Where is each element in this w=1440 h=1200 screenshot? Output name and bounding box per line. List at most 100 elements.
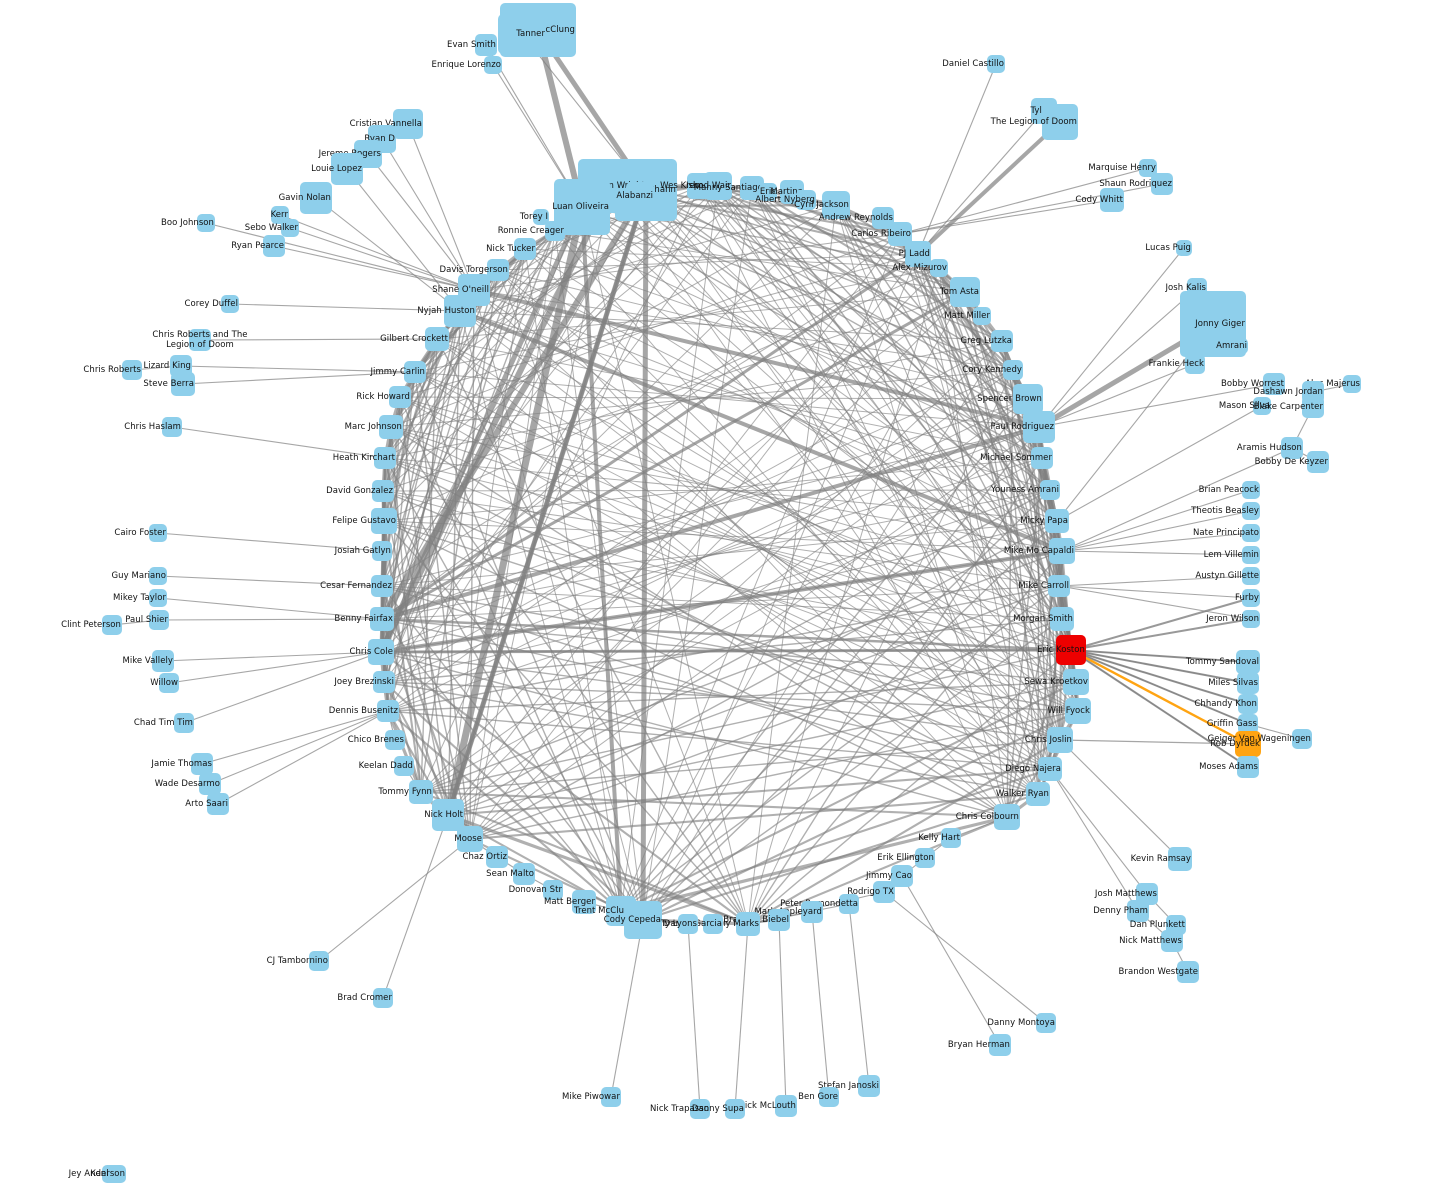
graph-node[interactable] <box>1238 694 1258 714</box>
graph-node[interactable] <box>1281 437 1303 459</box>
graph-node[interactable] <box>930 259 948 277</box>
graph-node[interactable] <box>736 912 760 936</box>
graph-node[interactable] <box>457 826 483 852</box>
graph-node[interactable] <box>1031 447 1053 469</box>
graph-node[interactable] <box>991 330 1013 352</box>
graph-node[interactable] <box>1045 509 1069 533</box>
graph-node[interactable] <box>152 650 174 672</box>
graph-node[interactable] <box>819 1087 839 1107</box>
graph-node[interactable] <box>624 901 662 939</box>
graph-node[interactable] <box>379 415 403 439</box>
graph-node[interactable] <box>905 241 931 267</box>
graph-node[interactable] <box>171 372 195 396</box>
graph-node[interactable] <box>1050 607 1074 631</box>
graph-node[interactable] <box>725 1099 745 1119</box>
graph-node[interactable] <box>1026 782 1050 806</box>
graph-node[interactable] <box>572 890 596 914</box>
graph-node[interactable] <box>1238 714 1258 734</box>
graph-node[interactable] <box>1047 727 1073 753</box>
graph-node[interactable] <box>1100 188 1124 212</box>
graph-node[interactable] <box>1263 373 1285 395</box>
graph-node[interactable] <box>385 730 405 750</box>
graph-node[interactable] <box>801 901 823 923</box>
graph-node[interactable] <box>1237 672 1259 694</box>
graph-node[interactable] <box>1242 610 1260 628</box>
graph-node[interactable] <box>1236 650 1260 674</box>
graph-node[interactable] <box>444 295 476 327</box>
graph-node[interactable] <box>678 914 698 934</box>
graph-node[interactable] <box>973 307 991 325</box>
graph-node[interactable] <box>989 1034 1011 1056</box>
graph-node[interactable] <box>197 214 215 232</box>
graph-node[interactable] <box>950 277 980 307</box>
graph-node[interactable] <box>1038 757 1062 781</box>
graph-node[interactable] <box>994 804 1020 830</box>
graph-node[interactable] <box>1065 698 1091 724</box>
graph-node[interactable] <box>373 671 395 693</box>
graph-node[interactable] <box>513 863 535 885</box>
graph-node[interactable] <box>149 589 167 607</box>
graph-node[interactable] <box>373 988 393 1008</box>
graph-node[interactable] <box>1343 375 1361 393</box>
graph-node[interactable] <box>768 909 790 931</box>
graph-node[interactable] <box>601 1087 621 1107</box>
graph-node[interactable] <box>189 329 211 351</box>
graph-node[interactable] <box>1063 669 1089 695</box>
graph-node[interactable] <box>1040 480 1060 500</box>
graph-node[interactable] <box>1177 961 1199 983</box>
graph-node[interactable] <box>170 355 192 377</box>
graph-node[interactable] <box>703 914 723 934</box>
graph-node[interactable] <box>498 14 546 54</box>
graph-node[interactable] <box>159 673 179 693</box>
graph-node[interactable] <box>393 109 423 139</box>
graph-node[interactable] <box>891 865 913 887</box>
graph-node[interactable] <box>149 610 169 630</box>
graph-node[interactable] <box>533 209 549 225</box>
graph-node[interactable] <box>207 793 229 815</box>
graph-node[interactable] <box>1292 729 1312 749</box>
graph-node[interactable] <box>704 172 732 200</box>
graph-node[interactable] <box>281 219 299 237</box>
graph-node[interactable] <box>822 191 850 219</box>
graph-node[interactable] <box>1036 1013 1056 1033</box>
graph-node[interactable] <box>1307 451 1329 473</box>
graph-node[interactable] <box>626 182 654 210</box>
graph-node[interactable] <box>1049 538 1075 564</box>
graph-node[interactable] <box>372 480 394 502</box>
graph-node[interactable] <box>545 221 565 241</box>
graph-node[interactable] <box>873 881 895 903</box>
graph-node[interactable] <box>1168 847 1192 871</box>
graph-node[interactable] <box>368 639 394 665</box>
graph-node[interactable] <box>1127 900 1149 922</box>
graph-node[interactable] <box>915 848 935 868</box>
graph-node[interactable] <box>1242 567 1260 585</box>
graph-node[interactable] <box>987 55 1005 73</box>
graph-node[interactable] <box>1023 411 1055 443</box>
graph-node[interactable] <box>1237 756 1259 778</box>
graph-node[interactable] <box>941 828 961 848</box>
graph-node[interactable] <box>839 894 859 914</box>
graph-node[interactable] <box>432 799 464 831</box>
graph-node[interactable] <box>1013 384 1043 414</box>
graph-node[interactable] <box>1151 173 1173 195</box>
graph-node[interactable] <box>309 951 329 971</box>
graph-node[interactable] <box>1048 575 1070 597</box>
graph-node[interactable] <box>263 235 285 257</box>
graph-node[interactable] <box>487 259 509 281</box>
graph-node[interactable] <box>1056 635 1086 665</box>
graph-node[interactable] <box>1136 883 1158 905</box>
graph-node[interactable] <box>486 846 508 868</box>
graph-node[interactable] <box>1242 481 1260 499</box>
graph-node[interactable] <box>102 615 122 635</box>
graph-node[interactable] <box>475 34 497 56</box>
graph-node[interactable] <box>409 780 433 804</box>
graph-node[interactable] <box>1232 338 1248 354</box>
graph-node[interactable] <box>374 447 396 469</box>
graph-node[interactable] <box>514 238 536 260</box>
graph-node[interactable] <box>331 153 363 185</box>
graph-node[interactable] <box>1139 159 1157 177</box>
graph-node[interactable] <box>1242 589 1260 607</box>
graph-node[interactable] <box>1242 524 1260 542</box>
graph-node[interactable] <box>858 1075 880 1097</box>
graph-node[interactable] <box>1003 360 1023 380</box>
